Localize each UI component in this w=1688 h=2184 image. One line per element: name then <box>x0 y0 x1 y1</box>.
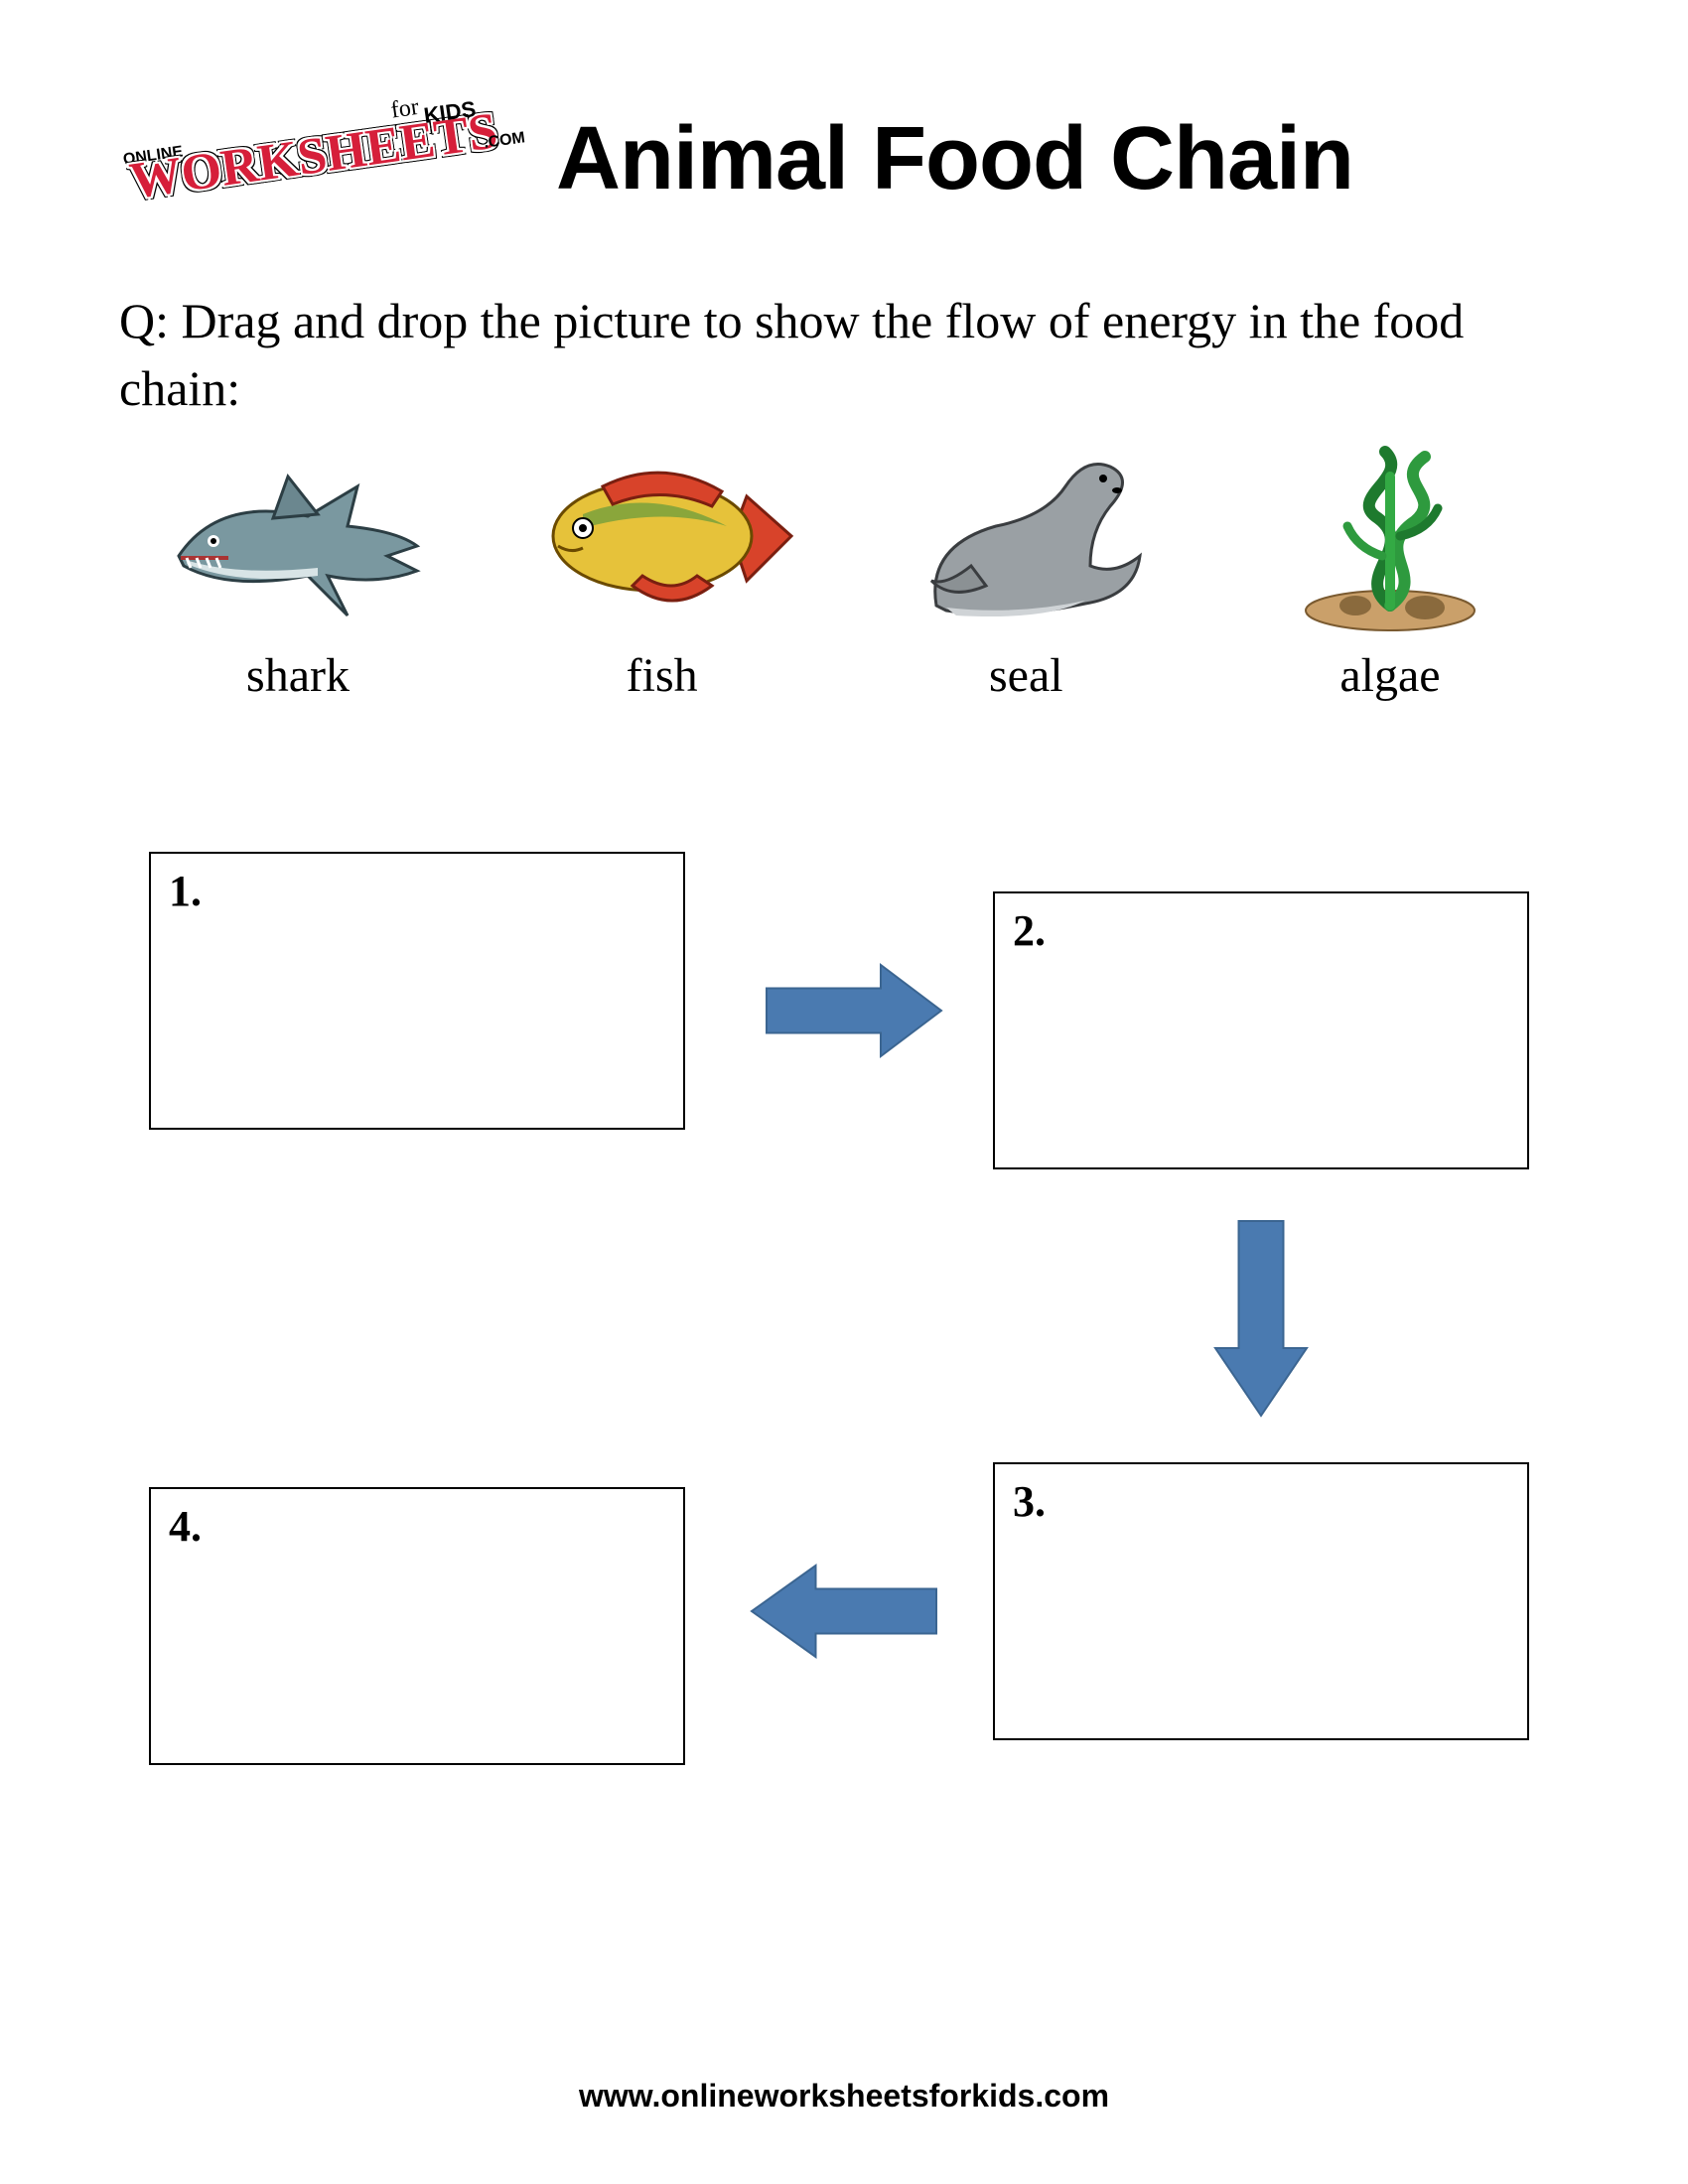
drag-item-seal[interactable]: seal <box>867 432 1185 703</box>
shark-icon <box>159 432 437 640</box>
draggable-items-row: shark fish <box>119 432 1569 703</box>
logo-for-text: for <box>389 94 420 125</box>
drag-item-fish[interactable]: fish <box>503 432 821 703</box>
item-label: fish <box>627 648 698 703</box>
arrow-right-icon <box>765 961 943 1060</box>
arrow-left-icon <box>750 1562 938 1661</box>
site-logo: ONLINE WORKSHEETS for KIDS .COM <box>110 52 545 267</box>
drop-box-1[interactable]: 1. <box>149 852 685 1130</box>
drop-box-3[interactable]: 3. <box>993 1462 1529 1740</box>
food-chain-diagram: 1. 2. 3. 4. <box>119 852 1569 1844</box>
question-text: Q: Drag and drop the picture to show the… <box>119 288 1569 422</box>
drag-item-algae[interactable]: algae <box>1231 432 1549 703</box>
box-number: 2. <box>1013 906 1046 955</box>
arrow-down-icon <box>1211 1219 1311 1418</box>
item-label: shark <box>246 648 350 703</box>
box-number: 4. <box>169 1502 202 1551</box>
footer-url: www.onlineworksheetsforkids.com <box>0 2078 1688 2115</box>
header: ONLINE WORKSHEETS for KIDS .COM Animal F… <box>119 79 1569 238</box>
item-label: algae <box>1339 648 1440 703</box>
box-number: 3. <box>1013 1477 1046 1526</box>
algae-icon <box>1251 432 1529 640</box>
fish-icon <box>523 432 801 640</box>
box-number: 1. <box>169 867 202 915</box>
page-title: Animal Food Chain <box>556 108 1353 210</box>
drop-box-2[interactable]: 2. <box>993 891 1529 1169</box>
seal-icon <box>887 432 1165 640</box>
item-label: seal <box>989 648 1063 703</box>
drop-box-4[interactable]: 4. <box>149 1487 685 1765</box>
worksheet-page: ONLINE WORKSHEETS for KIDS .COM Animal F… <box>0 0 1688 2184</box>
drag-item-shark[interactable]: shark <box>139 432 457 703</box>
